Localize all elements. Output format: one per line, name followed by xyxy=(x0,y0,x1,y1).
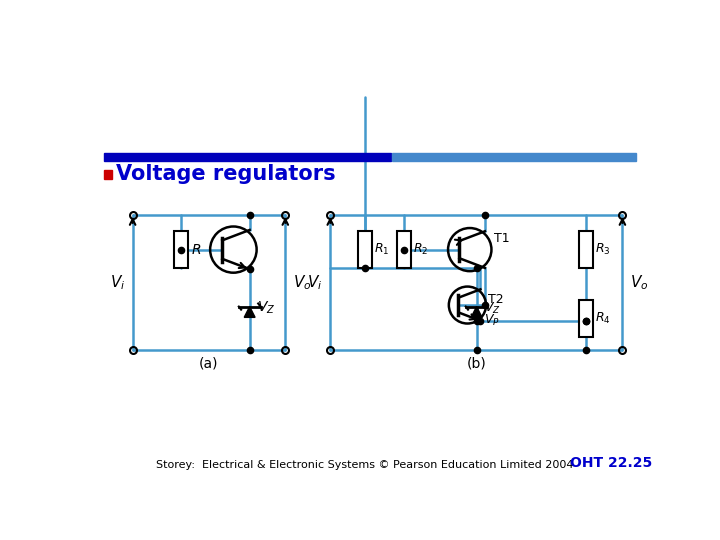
Bar xyxy=(579,231,593,268)
Text: $R_3$: $R_3$ xyxy=(595,242,611,257)
Text: (b): (b) xyxy=(467,356,486,370)
Text: $R_1$: $R_1$ xyxy=(374,242,390,257)
Text: $V_P$: $V_P$ xyxy=(485,313,500,328)
Text: $R_2$: $R_2$ xyxy=(413,242,428,257)
Text: $R$: $R$ xyxy=(191,242,201,256)
Text: $V_Z$: $V_Z$ xyxy=(258,300,276,316)
Text: $V_Z$: $V_Z$ xyxy=(485,301,501,316)
Polygon shape xyxy=(244,307,255,318)
Bar xyxy=(358,231,372,268)
Text: Storey:  Electrical & Electronic Systems © Pearson Education Limited 2004: Storey: Electrical & Electronic Systems … xyxy=(156,460,574,470)
Text: $V_o$: $V_o$ xyxy=(293,273,312,292)
Bar xyxy=(174,231,189,268)
Text: Voltage regulators: Voltage regulators xyxy=(117,164,336,184)
Bar xyxy=(104,170,112,179)
Text: OHT 22.25: OHT 22.25 xyxy=(570,456,652,470)
Bar xyxy=(104,153,391,161)
Text: T1: T1 xyxy=(494,232,510,245)
Polygon shape xyxy=(471,307,482,318)
Text: T2: T2 xyxy=(488,293,504,306)
Bar xyxy=(579,300,593,338)
Text: $V_i$: $V_i$ xyxy=(307,273,323,292)
Bar xyxy=(397,231,411,268)
Text: (a): (a) xyxy=(199,356,219,370)
Text: $V_i$: $V_i$ xyxy=(109,273,125,292)
Text: $V_o$: $V_o$ xyxy=(630,273,649,292)
Bar xyxy=(392,153,636,161)
Text: $R_4$: $R_4$ xyxy=(595,312,611,327)
